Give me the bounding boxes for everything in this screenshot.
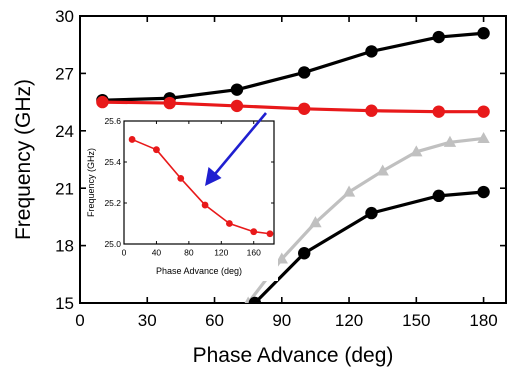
main-series-2-point xyxy=(443,135,457,147)
main-series-1-point xyxy=(477,105,490,118)
inset-plot-area xyxy=(124,121,274,244)
main-series-1-point xyxy=(365,104,378,117)
main-series-3-point xyxy=(477,185,490,199)
main-series-2-point xyxy=(410,145,423,157)
inset-series-0-point xyxy=(177,175,185,182)
main-series-1-point xyxy=(230,99,244,113)
main-x-tick-label: 30 xyxy=(138,311,157,330)
main-series-2-point xyxy=(342,185,356,197)
inset-x-tick-label: 80 xyxy=(184,248,194,258)
inset-x-tick-label: 160 xyxy=(247,248,261,258)
main-x-tick-label: 150 xyxy=(402,311,430,330)
main-chart: 0 30 60 90 120 150 180 15 18 21 24 27 30 Phase Advanc… xyxy=(12,7,507,367)
inset-series-0-point xyxy=(226,220,233,227)
main-x-tick-label: 0 xyxy=(75,311,84,330)
main-y-axis-label: Frequency (GHz) xyxy=(12,79,35,240)
main-series-0-point xyxy=(432,30,445,44)
main-series-1-point xyxy=(298,102,311,115)
inset-x-tick-label: 0 xyxy=(122,248,127,258)
main-x-axis-label: Phase Advance (deg) xyxy=(193,344,394,367)
main-y-tick-label: 21 xyxy=(55,179,74,198)
inset-series-0-point xyxy=(153,146,160,154)
inset-series-0-point xyxy=(250,228,258,236)
arrow-shaft xyxy=(214,112,267,175)
inset-y-tick-label: 25.0 xyxy=(104,239,121,249)
main-series-0-point xyxy=(230,83,244,96)
main-series-2-point xyxy=(376,164,389,176)
inset-x-tick-label: 40 xyxy=(152,248,162,258)
arrow-head xyxy=(205,167,222,186)
main-series-3-point xyxy=(365,206,378,220)
main-series-3-point xyxy=(248,296,262,303)
main-series-0-point xyxy=(477,27,490,40)
main-y-tick-label: 30 xyxy=(55,7,74,26)
inset-y-axis-label: Frequency (GHz) xyxy=(86,148,96,217)
inset-series-group xyxy=(128,136,274,238)
main-series-group xyxy=(96,27,490,303)
inset-series-0-point xyxy=(266,230,274,238)
main-x-tick-label: 120 xyxy=(335,311,363,330)
inset-chart: 0 40 80 120 160 25.0 25.2 25.4 25.6 Phase Advance… xyxy=(86,113,278,281)
inset-frame xyxy=(123,120,275,245)
inset-y-tick-label: 25.6 xyxy=(104,116,121,126)
main-series-2-line xyxy=(246,136,484,303)
main-series-1-point xyxy=(432,105,445,118)
main-x-tick-label: 60 xyxy=(205,311,224,330)
main-frame xyxy=(79,15,507,304)
main-series-2-point xyxy=(309,216,322,228)
inset-series-0-point xyxy=(128,136,136,143)
main-series-3-point xyxy=(432,189,445,203)
main-series-2-point xyxy=(477,131,490,144)
main-y-tick-label: 18 xyxy=(55,237,74,256)
main-x-tick-label: 180 xyxy=(469,311,497,330)
inset-y-tick-label: 25.2 xyxy=(104,198,121,208)
main-x-tick-label: 90 xyxy=(272,311,291,330)
main-series-1-point xyxy=(163,96,176,110)
arrow-annotation xyxy=(205,112,267,186)
main-y-tick-label: 27 xyxy=(55,65,74,84)
inset-series-0-point xyxy=(201,201,209,209)
main-series-2-point xyxy=(275,252,288,264)
main-series-1-point xyxy=(96,95,109,109)
main-series-0-point xyxy=(298,66,311,79)
inset-x-axis-label: Phase Advance (deg) xyxy=(156,266,242,276)
main-series-0-point xyxy=(365,45,378,58)
inset-y-tick-label: 25.4 xyxy=(104,157,121,167)
main-y-tick-label: 24 xyxy=(55,122,74,141)
inset-x-tick-label: 120 xyxy=(214,248,228,258)
main-y-tick-label: 15 xyxy=(55,294,74,313)
main-series-3-point xyxy=(298,247,311,260)
